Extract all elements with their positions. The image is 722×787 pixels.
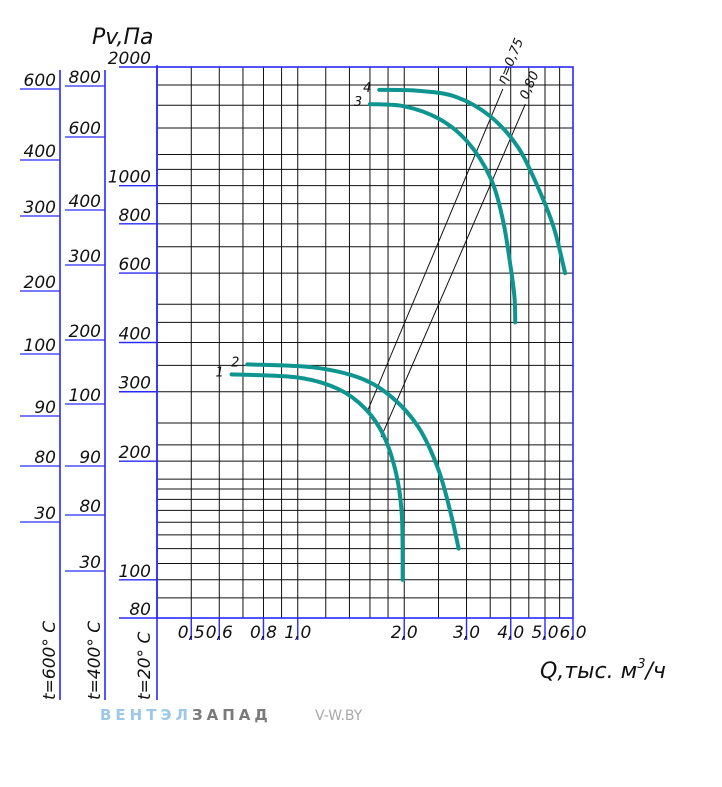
secondary-tick-label: 200 (69, 322, 101, 342)
efficiency-line (367, 88, 504, 410)
performance-curve-4 (377, 87, 568, 276)
brand-watermark: ВЕНТЭЛЗАПАД (100, 706, 272, 724)
secondary-axis-label: t=400° C (85, 621, 105, 700)
curve-label-3: 3 (354, 95, 362, 110)
x-tick-label: 4,0 (497, 623, 524, 643)
secondary-tick-label: 400 (69, 192, 101, 212)
y-tick-label: 80 (129, 600, 151, 620)
x-tick-label: 3,0 (453, 623, 480, 643)
secondary-tick-label: 300 (69, 247, 101, 267)
secondary-tick-label: 800 (69, 68, 101, 88)
performance-curves: 12 34 (215, 81, 568, 582)
x-axis-title: Q,тыс. м3/ч (540, 657, 666, 684)
secondary-tick-label: 90 (79, 448, 101, 468)
y-tick-label: 800 (119, 206, 151, 226)
secondary-tick-label: 100 (69, 386, 101, 406)
plot-axes (119, 65, 574, 700)
secondary-tick-label: 80 (34, 448, 56, 468)
secondary-tick-label: 400 (24, 142, 56, 162)
curve-label-4: 4 (363, 81, 371, 96)
secondary-tick-label: 30 (34, 504, 56, 524)
secondary-tick-label: 300 (24, 198, 56, 218)
performance-curve-1 (229, 372, 405, 582)
curve-label-2: 2 (231, 355, 239, 370)
y-tick-label: 100 (119, 562, 151, 582)
performance-curve-3 (367, 102, 518, 325)
x-axis-title-main: Q,тыс. м (540, 659, 637, 684)
y-tick-label: 1000 (108, 168, 151, 188)
x-tick-label: 0,6 (206, 623, 233, 643)
secondary-tick-label: 90 (34, 398, 56, 418)
secondary-tick-label: 100 (24, 336, 56, 356)
x-tick-label: 2,0 (391, 623, 418, 643)
chart-grid (157, 67, 573, 618)
brand-part-a: ВЕНТЭЛ (100, 706, 192, 724)
secondary-tick-label: 30 (79, 553, 101, 573)
y-tick-label: 400 (119, 325, 151, 345)
x-tick-label: 0,5 (178, 623, 205, 643)
x-tick-label: 6,0 (559, 623, 586, 643)
secondary-axes: 800 600 400 300 200 100 90 80 30 t=400° C 600 400 30… (20, 68, 106, 700)
performance-curve-2 (245, 362, 461, 551)
secondary-tick-label: 80 (79, 497, 101, 517)
tick-labels: 80 100 200 300 400 600 800 1000 2000 0,5 0,6 0,8 1,0… (108, 49, 587, 700)
secondary-tick-label: 200 (24, 273, 56, 293)
x-axis-title-tail: /ч (643, 659, 665, 684)
secondary-tick-label: 600 (69, 119, 101, 139)
x-tick-label: 1,0 (284, 623, 311, 643)
secondary-axis-label: t=600° C (40, 621, 60, 700)
secondary-tick-label: 600 (24, 71, 56, 91)
y-tick-label: 200 (119, 443, 151, 463)
brand-part-b: ЗАПАД (191, 706, 272, 724)
x-tick-label: 0,8 (250, 623, 277, 643)
efficiency-line (380, 103, 526, 438)
x-axis-title-sup: 3 (637, 657, 645, 672)
x-tick-label: 5,0 (531, 623, 558, 643)
curve-label-1: 1 (215, 365, 223, 380)
y-tick-label: 300 (119, 374, 151, 394)
y-tick-label: 2000 (108, 49, 151, 69)
y-axis-title: Pv,Па (92, 25, 154, 50)
y-tick-label: 600 (119, 255, 151, 275)
efficiency-label: η=0,75 (495, 36, 527, 86)
brand-site: V-W.BY (315, 708, 363, 724)
primary-axis-label: t=20° C (135, 632, 155, 700)
